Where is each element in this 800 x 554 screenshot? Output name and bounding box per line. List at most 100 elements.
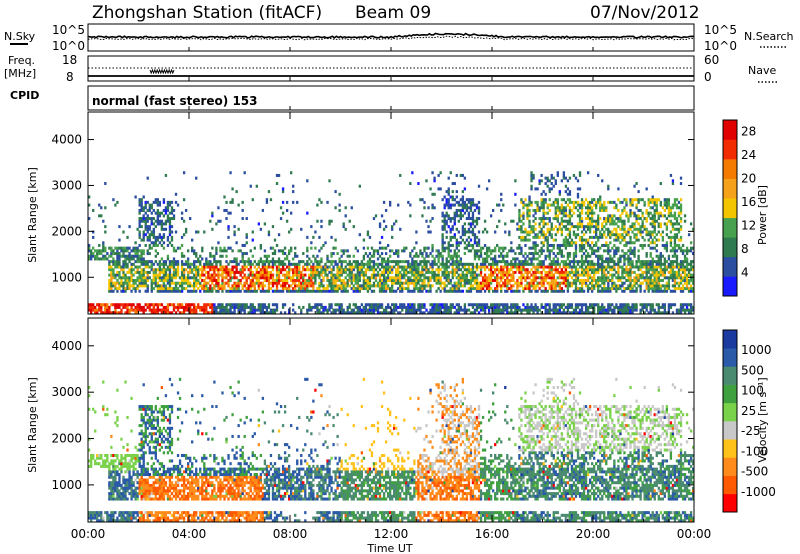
heatmap-cell (380, 246, 384, 250)
heatmap-cell (595, 219, 598, 223)
heatmap-cell (492, 257, 495, 261)
heatmap-cell (247, 287, 250, 291)
heatmap-cell (132, 246, 135, 250)
heatmap-cell (257, 276, 260, 280)
heatmap-cell (469, 217, 473, 221)
heatmap-cell (572, 281, 576, 285)
heatmap-cell (423, 311, 426, 315)
heatmap-cell (316, 203, 319, 207)
heatmap-cell (621, 254, 624, 258)
heatmap-cell (437, 281, 440, 285)
heatmap-cell (344, 265, 347, 269)
heatmap-cell (142, 214, 145, 218)
heatmap-cell (154, 281, 157, 285)
heatmap-cell (576, 303, 580, 307)
heatmap-cell (126, 257, 129, 261)
heatmap-cell (508, 311, 511, 315)
heatmap-cell (588, 303, 592, 307)
heatmap-cell (494, 270, 497, 274)
heatmap-cell (382, 311, 386, 315)
heatmap-cell (451, 254, 454, 258)
heatmap-cell (546, 217, 549, 221)
heatmap-cell (489, 276, 493, 280)
heatmap-cell (451, 287, 454, 291)
heatmap-cell (459, 273, 462, 277)
heatmap-cell (487, 254, 491, 258)
heatmap-cell (233, 281, 236, 285)
heatmap-cell (368, 252, 372, 256)
heatmap-cell (597, 308, 600, 312)
heatmap-cell (485, 249, 489, 253)
heatmap-cell (595, 233, 598, 237)
heatmap-cell (203, 289, 206, 293)
heatmap-cell (158, 273, 162, 277)
heatmap-cell (542, 230, 545, 234)
heatmap-cell (453, 249, 456, 253)
heatmap-cell (88, 254, 91, 258)
heatmap-cell (292, 289, 295, 293)
heatmap-cell (302, 268, 305, 272)
heatmap-cell (233, 233, 236, 237)
heatmap-cell (623, 287, 626, 291)
heatmap-cell (637, 198, 640, 202)
heatmap-cell (352, 308, 355, 312)
heatmap-cell (607, 311, 610, 315)
heatmap-cell (613, 249, 616, 253)
heatmap-cell (429, 252, 432, 256)
heatmap-cell (500, 276, 503, 280)
heatmap-cell (580, 243, 584, 247)
heatmap-cell (124, 276, 127, 280)
heatmap-cell (102, 241, 105, 245)
heatmap-cell (225, 311, 228, 315)
heatmap-cell (593, 273, 596, 277)
heatmap-cell (273, 308, 277, 312)
heatmap-cell (122, 246, 125, 250)
heatmap-cell (443, 303, 446, 307)
heatmap-cell (318, 287, 321, 291)
heatmap-cell (623, 257, 626, 261)
heatmap-cell (261, 265, 265, 269)
heatmap-cell (330, 281, 333, 285)
heatmap-cell (195, 268, 198, 272)
heatmap-cell (294, 246, 297, 250)
heatmap-cell (332, 284, 335, 288)
heatmap-cell (601, 273, 604, 277)
heatmap-cell (108, 260, 111, 264)
heatmap-cell (615, 227, 618, 231)
heatmap-cell (572, 173, 576, 177)
heatmap-cell (360, 265, 364, 269)
heatmap-cell (273, 238, 277, 242)
heatmap-cell (526, 262, 529, 266)
heatmap-cell (451, 217, 454, 221)
heatmap-cell (292, 184, 295, 188)
heatmap-cell (617, 187, 620, 191)
heatmap-cell (477, 303, 481, 307)
heatmap-cell (156, 284, 159, 288)
heatmap-cell (308, 303, 311, 307)
heatmap-cell (526, 311, 529, 315)
heatmap-cell (516, 222, 519, 226)
heatmap-cell (562, 273, 566, 277)
heatmap-cell (168, 233, 172, 237)
heatmap-cell (453, 281, 456, 285)
heatmap-cell (287, 265, 291, 269)
heatmap-cell (326, 308, 329, 312)
heatmap-cell (568, 281, 572, 285)
heatmap-cell (467, 289, 471, 293)
heatmap-cell (203, 311, 206, 315)
heatmap-cell (540, 276, 543, 280)
heatmap-cell (528, 289, 531, 293)
heatmap-cell (548, 308, 551, 312)
heatmap-cell (479, 252, 483, 256)
heatmap-cell (641, 265, 644, 269)
heatmap-cell (88, 243, 91, 247)
heatmap-cell (621, 265, 624, 269)
heatmap-cell (326, 278, 329, 282)
heatmap-cell (542, 233, 545, 237)
heatmap-cell (413, 287, 416, 291)
heatmap-cell (172, 214, 176, 218)
heatmap-cell (453, 254, 456, 258)
heatmap-cell (300, 227, 303, 231)
freq-tick-low: 8 (66, 70, 74, 84)
heatmap-cell (457, 203, 460, 207)
